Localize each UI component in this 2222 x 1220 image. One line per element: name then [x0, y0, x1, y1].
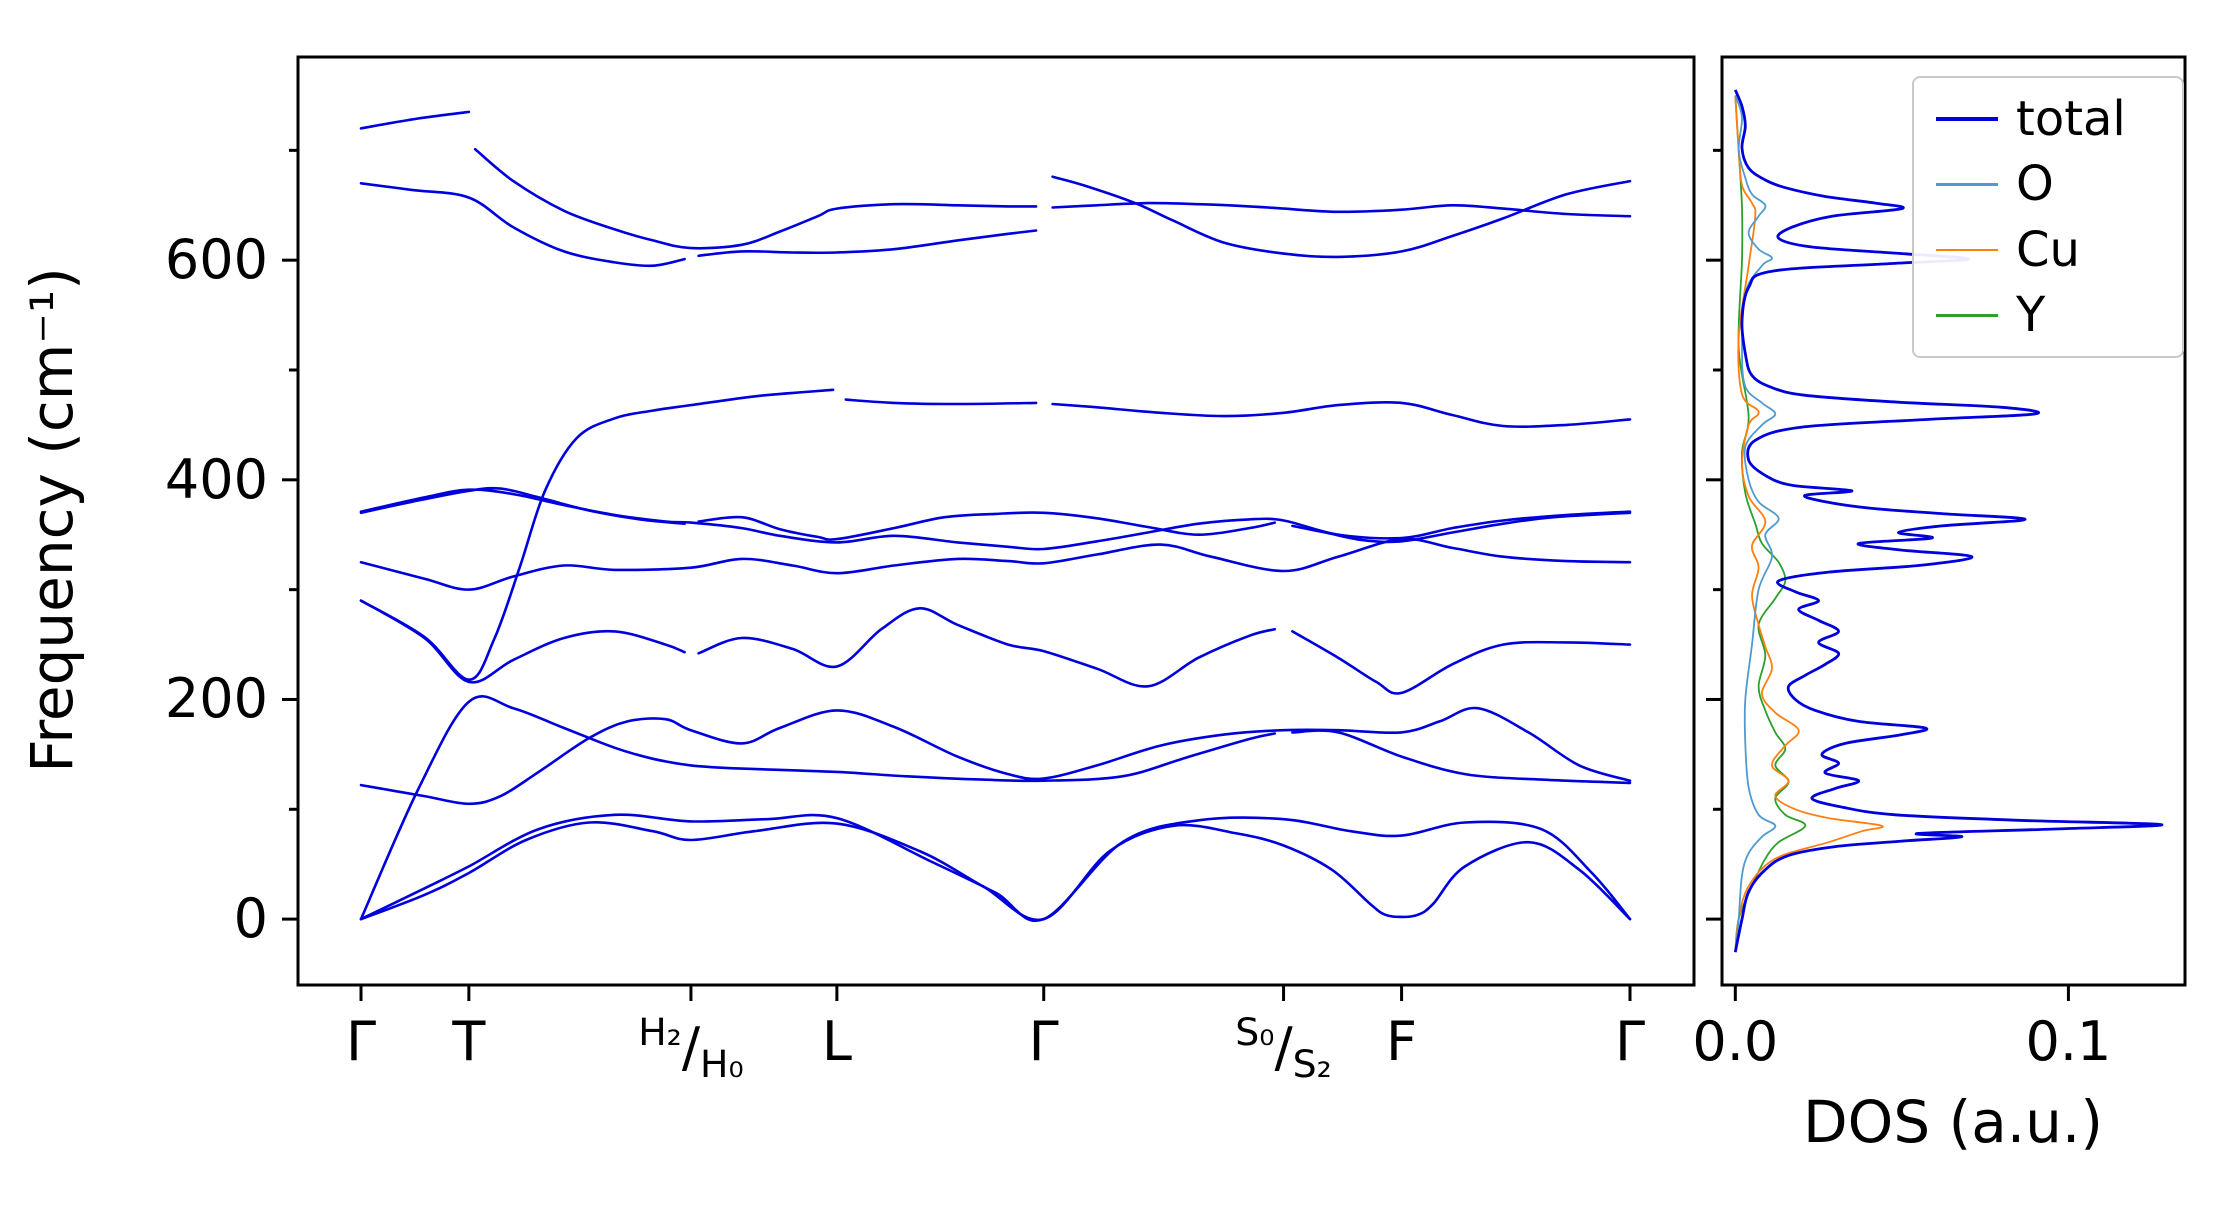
band-curve	[359, 110, 471, 130]
band-panel-frame	[296, 55, 1696, 987]
dos-curve-Y	[1734, 95, 1807, 953]
band-curve	[844, 398, 1038, 406]
band-curve	[359, 821, 1632, 922]
dos-curve-total	[1733, 89, 2164, 953]
band-curve	[1051, 201, 1632, 218]
band-curve	[473, 148, 1038, 250]
band-curve	[697, 229, 1038, 258]
axis-ticks	[282, 148, 2070, 1001]
band-curve	[359, 182, 686, 268]
band-curve	[359, 706, 1632, 806]
band-curve	[1051, 401, 1632, 428]
band-curve	[697, 511, 1276, 541]
band-curve	[697, 606, 1276, 688]
dos-curves	[1733, 89, 2164, 953]
band-curve	[1291, 630, 1632, 695]
band-curve	[1051, 175, 1632, 259]
band-curve	[359, 388, 835, 682]
dos-curve-O	[1734, 95, 1780, 953]
band-curve	[359, 599, 686, 684]
band-curve	[359, 488, 1632, 551]
band-curve	[359, 695, 1276, 921]
dos-panel-frame	[1720, 55, 2187, 987]
band-curves	[359, 110, 1632, 923]
band-curve	[359, 813, 1632, 923]
band-curve	[1291, 729, 1632, 785]
dos-curve-Cu	[1734, 95, 1884, 953]
